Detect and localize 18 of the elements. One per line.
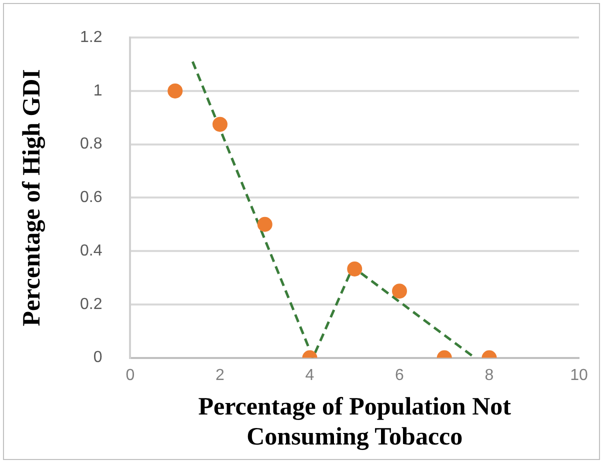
y-axis-title: Percentage of High GDI [18,69,46,326]
x-tick-label: 6 [395,366,404,384]
point [257,216,272,232]
y-tick-label: 1.2 [80,29,102,46]
y-tick-label: 0.4 [80,242,102,260]
y-tick-label: 0.2 [80,296,102,313]
y-tick-label: 0.6 [80,189,102,206]
point [168,83,183,98]
x-axis-title: Percentage of Population Not Consuming Tobacco [198,393,512,450]
x-tick-label: 2 [216,366,225,384]
point [212,116,228,132]
x-tick-label: 10 [570,366,588,384]
x-tick-label: 8 [484,366,494,384]
x-tick-label: 0 [126,366,135,384]
y-tick-label: 0.8 [80,136,102,153]
x-tick-label: 4 [305,366,314,384]
y-tick-label: 1 [93,82,102,100]
y-tick-label: 0 [93,349,102,366]
